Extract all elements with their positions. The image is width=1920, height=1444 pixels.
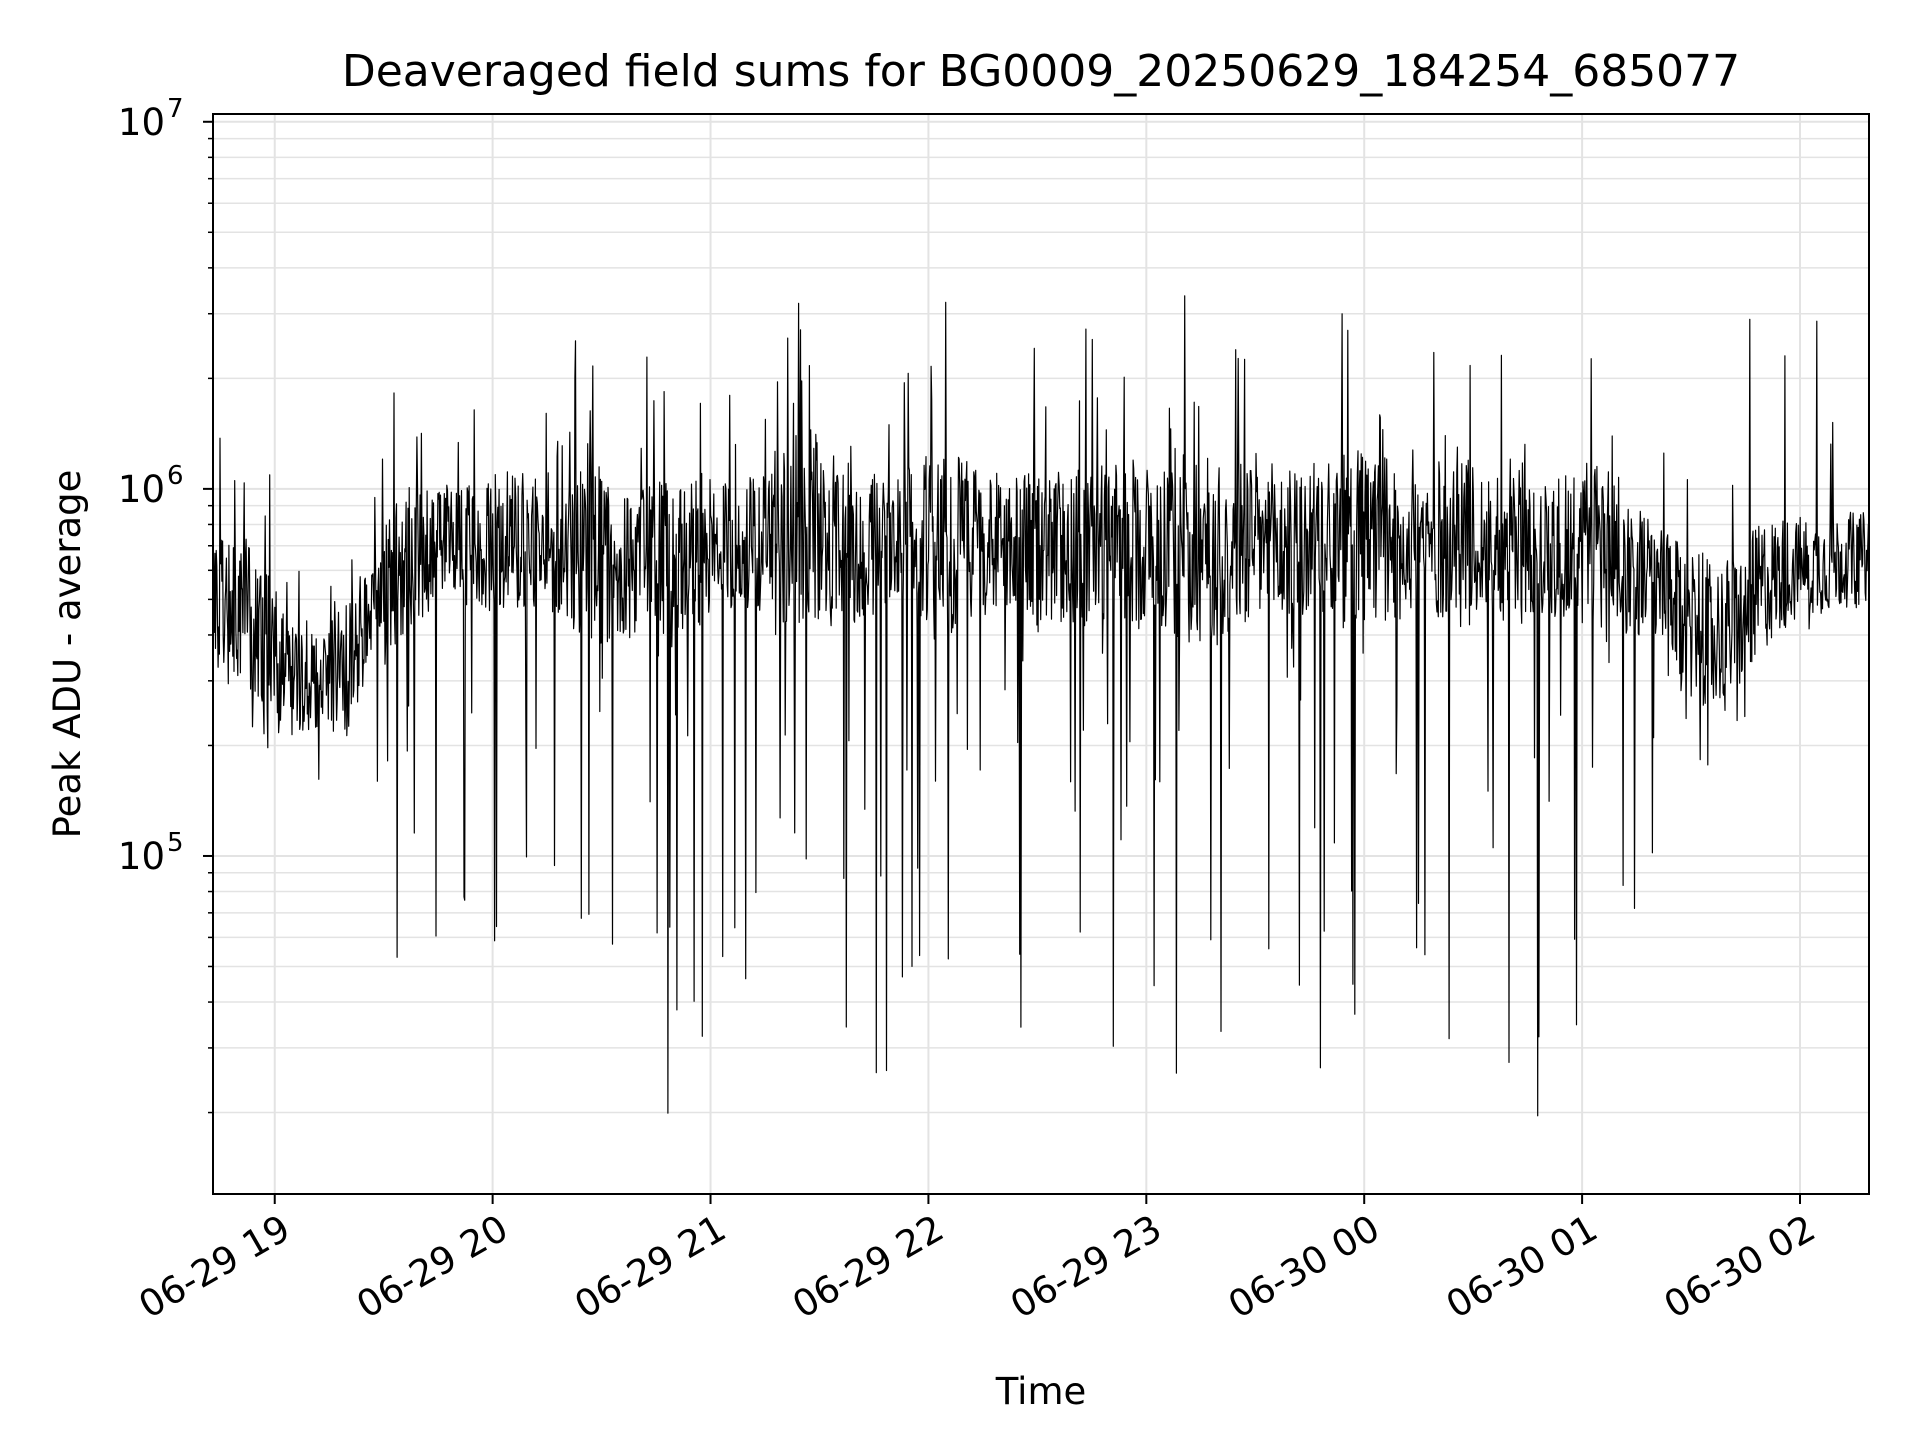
x-axis-label: Time — [995, 1370, 1087, 1413]
y-axis-label: Peak ADU - average — [46, 470, 89, 839]
series-line — [212, 295, 1870, 1117]
plot-frame — [212, 113, 1870, 1195]
y-tick-label: 10 — [118, 835, 165, 878]
y-tick-exponent: 5 — [167, 828, 184, 858]
y-tick-exponent: 6 — [167, 461, 184, 491]
y-tick-label: 10 — [118, 468, 165, 511]
y-tick-label: 10 — [118, 101, 165, 144]
chart-title: Deaveraged field sums for BG0009_2025062… — [342, 46, 1740, 97]
y-tick-exponent: 7 — [167, 94, 184, 124]
series-layer — [212, 295, 1870, 1117]
